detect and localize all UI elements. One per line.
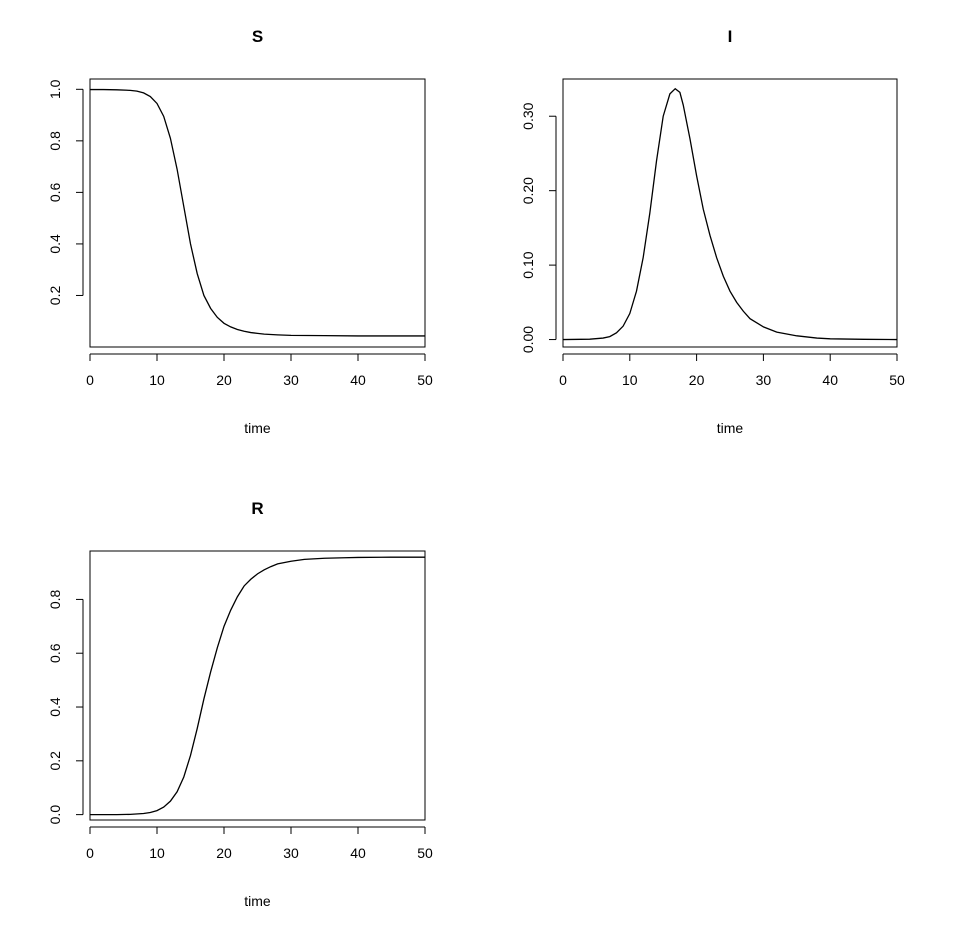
plot-frame bbox=[562, 78, 898, 348]
y-tick-label: 0.6 bbox=[47, 182, 63, 202]
series-line-r bbox=[90, 556, 425, 816]
y-tick-label: 0.4 bbox=[47, 697, 63, 717]
panel-s: S 0 10 20 30 40 50 time 0.2 0.4 0.6 0.8 1.0 bbox=[47, 27, 433, 436]
panel-r: R 0 10 20 30 40 50 time 0.0 0.2 0.4 0.6 0.8 bbox=[47, 499, 433, 909]
panel-i: I 0 10 20 30 40 50 time 0.00 0.10 0.20 0.30 bbox=[520, 27, 905, 436]
x-tick-label: 30 bbox=[283, 372, 299, 388]
series-line-s bbox=[90, 88, 425, 337]
y-tick-label: 0.10 bbox=[520, 251, 536, 278]
x-tick-label: 20 bbox=[216, 845, 232, 861]
chart-title: S bbox=[252, 27, 263, 46]
chart-title: I bbox=[728, 27, 733, 46]
y-tick-label: 0.2 bbox=[47, 286, 63, 306]
x-tick-label: 30 bbox=[283, 845, 299, 861]
y-tick-label: 0.0 bbox=[47, 805, 63, 825]
plot-frame bbox=[89, 550, 426, 821]
x-tick-label: 40 bbox=[350, 372, 366, 388]
plot-frame bbox=[89, 78, 426, 348]
y-tick-label: 0.20 bbox=[520, 177, 536, 204]
x-tick-label: 50 bbox=[417, 372, 433, 388]
x-tick-label: 30 bbox=[756, 372, 772, 388]
y-tick-label: 1.0 bbox=[47, 79, 63, 99]
y-tick-label: 0.2 bbox=[47, 751, 63, 771]
y-tick-label: 0.6 bbox=[47, 643, 63, 663]
y-tick-label: 0.8 bbox=[47, 131, 63, 151]
x-tick-label: 10 bbox=[622, 372, 638, 388]
x-axis-title: time bbox=[717, 420, 744, 436]
x-tick-label: 0 bbox=[86, 845, 94, 861]
chart-title: R bbox=[251, 499, 263, 518]
x-tick-label: 10 bbox=[149, 372, 165, 388]
x-tick-label: 20 bbox=[689, 372, 705, 388]
x-tick-label: 50 bbox=[889, 372, 905, 388]
x-tick-label: 40 bbox=[822, 372, 838, 388]
y-tick-label: 0.4 bbox=[47, 234, 63, 254]
y-tick-label: 0.8 bbox=[47, 589, 63, 609]
x-axis-title: time bbox=[244, 893, 271, 909]
x-tick-label: 50 bbox=[417, 845, 433, 861]
x-tick-label: 0 bbox=[559, 372, 567, 388]
x-tick-label: 20 bbox=[216, 372, 232, 388]
series-line-i bbox=[562, 87, 898, 341]
x-tick-label: 40 bbox=[350, 845, 366, 861]
y-tick-label: 0.30 bbox=[520, 102, 536, 129]
y-tick-label: 0.00 bbox=[520, 326, 536, 353]
x-tick-label: 0 bbox=[86, 372, 94, 388]
x-axis-title: time bbox=[244, 420, 271, 436]
x-tick-label: 10 bbox=[149, 845, 165, 861]
